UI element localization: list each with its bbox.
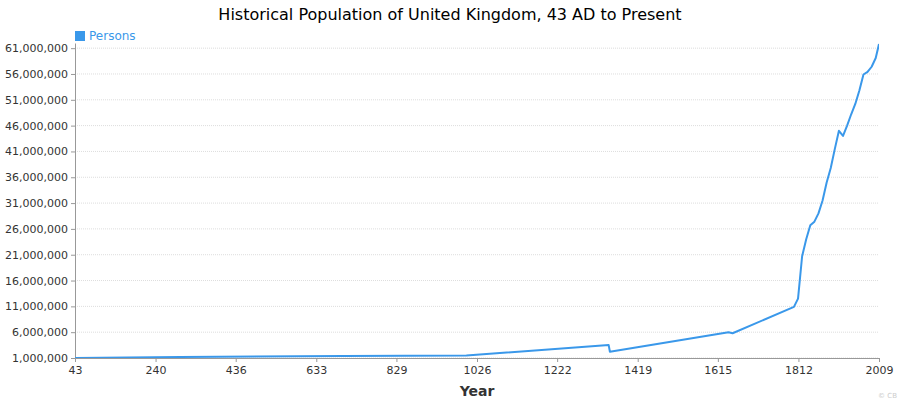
x-tick-mark bbox=[156, 358, 157, 362]
y-tick-mark bbox=[71, 281, 75, 282]
x-tick: 43 bbox=[69, 358, 83, 377]
y-tick-label: 26,000,000 bbox=[5, 223, 68, 236]
x-tick-label: 1615 bbox=[704, 364, 732, 377]
grid-line bbox=[75, 306, 879, 307]
x-tick-label: 43 bbox=[69, 364, 83, 377]
grid-line bbox=[75, 280, 879, 281]
legend: Persons bbox=[75, 29, 136, 43]
x-tick: 829 bbox=[386, 358, 407, 377]
y-tick: 26,000,000 bbox=[5, 223, 75, 236]
grid-line bbox=[75, 254, 879, 255]
y-tick: 41,000,000 bbox=[5, 145, 75, 158]
x-tick-mark bbox=[798, 358, 799, 362]
x-tick-mark bbox=[718, 358, 719, 362]
y-tick: 21,000,000 bbox=[5, 249, 75, 262]
x-tick-mark bbox=[638, 358, 639, 362]
x-tick-mark bbox=[477, 358, 478, 362]
x-tick-mark bbox=[236, 358, 237, 362]
y-tick-label: 16,000,000 bbox=[5, 275, 68, 288]
grid-line bbox=[75, 48, 879, 49]
x-tick: 1419 bbox=[624, 358, 652, 377]
y-tick-label: 61,000,000 bbox=[5, 42, 68, 55]
y-tick-label: 56,000,000 bbox=[5, 68, 68, 81]
x-tick: 2009 bbox=[866, 358, 894, 377]
y-tick-mark bbox=[71, 255, 75, 256]
y-tick-mark bbox=[71, 177, 75, 178]
y-tick-label: 21,000,000 bbox=[5, 249, 68, 262]
y-tick: 31,000,000 bbox=[5, 197, 75, 210]
chart: 1,000,000 6,000,000 11,000,000 16,000,000 21… bbox=[0, 0, 900, 403]
grid-line bbox=[75, 151, 879, 152]
y-tick-label: 11,000,000 bbox=[5, 300, 68, 313]
x-tick-mark bbox=[879, 358, 880, 362]
x-axis-title: Year bbox=[459, 383, 495, 399]
grid-line bbox=[75, 177, 879, 178]
y-tick: 6,000,000 bbox=[12, 326, 75, 339]
x-tick-label: 1812 bbox=[785, 364, 813, 377]
y-axis: 1,000,000 6,000,000 11,000,000 16,000,000 21… bbox=[5, 42, 75, 365]
annotation: © CB bbox=[878, 392, 897, 400]
grid-line bbox=[75, 203, 879, 204]
grid-line bbox=[75, 125, 879, 126]
x-tick-label: 633 bbox=[306, 364, 327, 377]
y-tick: 16,000,000 bbox=[5, 275, 75, 288]
grid-line bbox=[75, 228, 879, 229]
x-tick-label: 436 bbox=[226, 364, 247, 377]
x-tick: 1615 bbox=[704, 358, 732, 377]
x-tick-label: 240 bbox=[146, 364, 167, 377]
y-tick-mark bbox=[71, 306, 75, 307]
y-tick: 46,000,000 bbox=[5, 120, 75, 133]
y-tick-label: 46,000,000 bbox=[5, 120, 68, 133]
x-tick-mark bbox=[557, 358, 558, 362]
grid bbox=[75, 48, 879, 358]
grid-line bbox=[75, 99, 879, 100]
y-tick-mark bbox=[71, 151, 75, 152]
legend-swatch bbox=[75, 31, 85, 41]
y-tick-mark bbox=[71, 74, 75, 75]
x-tick: 436 bbox=[226, 358, 247, 377]
y-tick-mark bbox=[71, 100, 75, 101]
plot-area bbox=[75, 44, 879, 358]
y-tick-mark bbox=[71, 48, 75, 49]
y-tick-mark bbox=[71, 332, 75, 333]
y-tick-mark bbox=[71, 358, 75, 359]
y-tick: 36,000,000 bbox=[5, 171, 75, 184]
grid-line bbox=[75, 73, 879, 74]
y-axis-line bbox=[75, 44, 76, 359]
legend-label: Persons bbox=[89, 29, 136, 43]
x-tick-label: 1222 bbox=[544, 364, 572, 377]
x-tick-mark bbox=[396, 358, 397, 362]
title: Historical Population of United Kingdom,… bbox=[218, 5, 681, 24]
x-tick: 240 bbox=[146, 358, 167, 377]
x-tick: 1812 bbox=[785, 358, 813, 377]
data-line bbox=[75, 44, 879, 358]
y-tick-label: 36,000,000 bbox=[5, 171, 68, 184]
y-tick: 56,000,000 bbox=[5, 68, 75, 81]
y-tick-mark bbox=[71, 126, 75, 127]
x-axis: 43 240 436 633 829 1026 1222 1419 1615 1812 2009 bbox=[69, 358, 894, 377]
x-tick-mark bbox=[316, 358, 317, 362]
y-tick: 11,000,000 bbox=[5, 300, 75, 313]
x-tick: 1026 bbox=[464, 358, 492, 377]
y-tick-label: 6,000,000 bbox=[12, 326, 68, 339]
grid-line bbox=[75, 332, 879, 333]
x-tick-label: 2009 bbox=[866, 364, 894, 377]
x-tick: 633 bbox=[306, 358, 327, 377]
y-tick-label: 41,000,000 bbox=[5, 145, 68, 158]
x-tick-label: 1026 bbox=[464, 364, 492, 377]
y-tick-mark bbox=[71, 203, 75, 204]
x-tick-mark bbox=[75, 358, 76, 362]
y-tick: 61,000,000 bbox=[5, 42, 75, 55]
y-tick: 51,000,000 bbox=[5, 94, 75, 107]
y-tick-mark bbox=[71, 229, 75, 230]
y-tick-label: 31,000,000 bbox=[5, 197, 68, 210]
x-tick: 1222 bbox=[544, 358, 572, 377]
x-tick-label: 1419 bbox=[624, 364, 652, 377]
y-tick-label: 1,000,000 bbox=[12, 352, 68, 365]
x-tick-label: 829 bbox=[386, 364, 407, 377]
y-tick: 1,000,000 bbox=[12, 352, 75, 365]
y-tick-label: 51,000,000 bbox=[5, 94, 68, 107]
